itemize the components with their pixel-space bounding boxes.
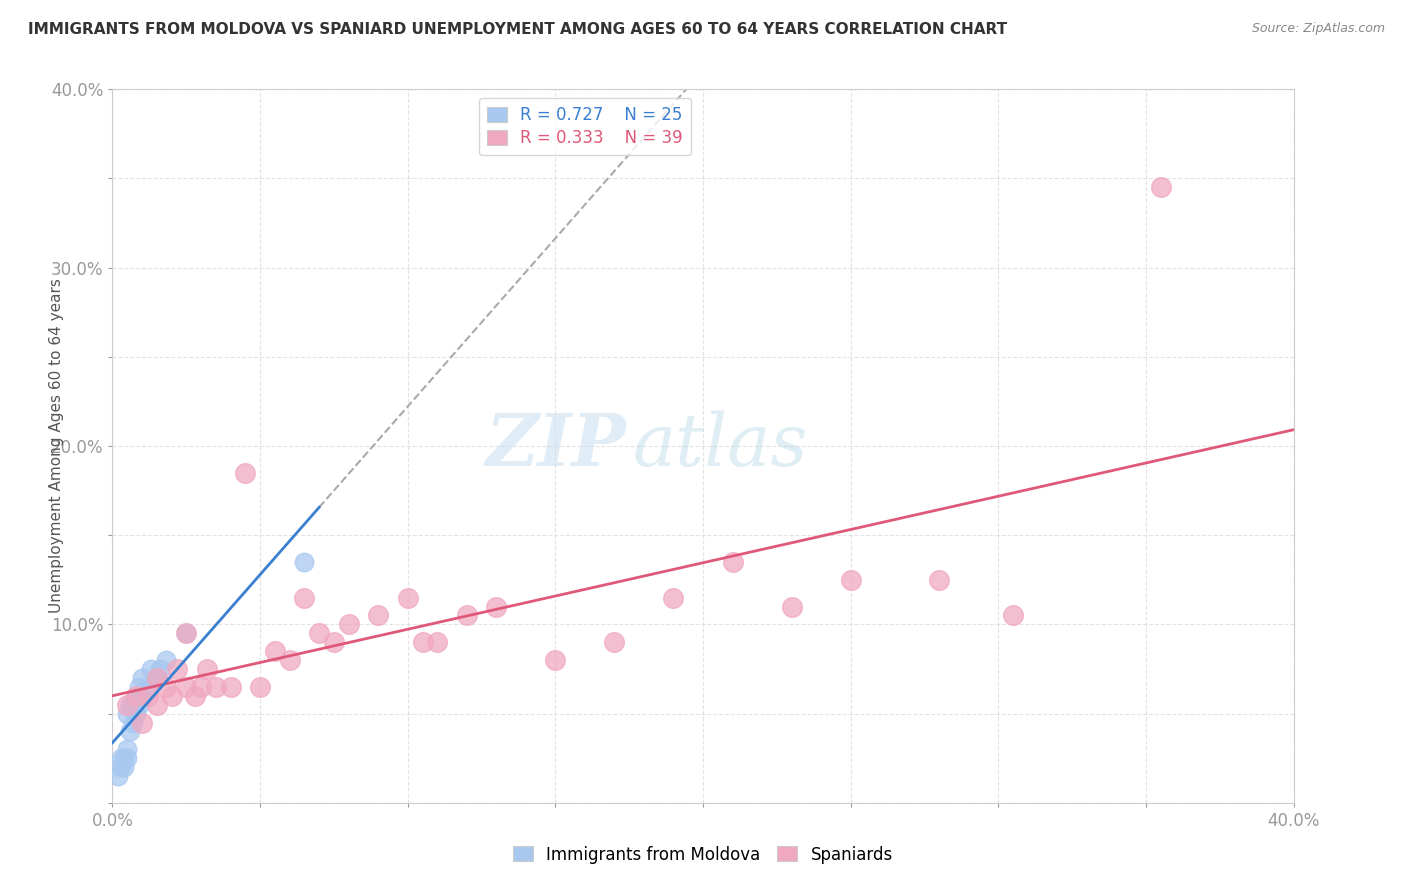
Point <box>219 680 242 694</box>
Point <box>155 680 177 694</box>
Point <box>367 608 389 623</box>
Point <box>120 724 142 739</box>
Point <box>125 689 148 703</box>
Point <box>411 635 433 649</box>
Point <box>721 555 744 569</box>
Point <box>166 662 188 676</box>
Point <box>131 689 153 703</box>
Point <box>131 671 153 685</box>
Point <box>249 680 271 694</box>
Point <box>278 653 301 667</box>
Point <box>128 680 150 694</box>
Point <box>323 635 346 649</box>
Text: IMMIGRANTS FROM MOLDOVA VS SPANIARD UNEMPLOYMENT AMONG AGES 60 TO 64 YEARS CORRE: IMMIGRANTS FROM MOLDOVA VS SPANIARD UNEM… <box>28 22 1007 37</box>
Point <box>195 662 218 676</box>
Point <box>292 591 315 605</box>
Point <box>149 662 172 676</box>
Point <box>136 680 159 694</box>
Legend: Immigrants from Moldova, Spaniards: Immigrants from Moldova, Spaniards <box>506 839 900 871</box>
Point <box>146 698 169 712</box>
Point <box>839 573 862 587</box>
Point <box>264 644 287 658</box>
Legend: R = 0.727    N = 25, R = 0.333    N = 39: R = 0.727 N = 25, R = 0.333 N = 39 <box>478 97 692 155</box>
Point <box>603 635 626 649</box>
Point <box>125 706 148 721</box>
Point <box>337 617 360 632</box>
Point <box>139 662 162 676</box>
Point <box>1150 180 1173 194</box>
Point <box>146 671 169 685</box>
Text: atlas: atlas <box>633 410 807 482</box>
Point <box>174 626 197 640</box>
Point <box>112 760 135 774</box>
Point <box>125 689 148 703</box>
Text: Unemployment Among Ages 60 to 64 years: Unemployment Among Ages 60 to 64 years <box>49 278 63 614</box>
Point <box>117 706 138 721</box>
Point <box>112 751 135 765</box>
Point <box>233 466 256 480</box>
Point <box>780 599 803 614</box>
Point <box>174 626 197 640</box>
Point <box>396 591 419 605</box>
Point <box>120 698 142 712</box>
Point <box>292 555 315 569</box>
Point <box>117 751 138 765</box>
Point <box>122 715 145 730</box>
Point <box>544 653 567 667</box>
Point <box>662 591 685 605</box>
Point <box>117 698 138 712</box>
Point <box>131 715 153 730</box>
Point <box>174 680 197 694</box>
Point <box>205 680 228 694</box>
Text: Source: ZipAtlas.com: Source: ZipAtlas.com <box>1251 22 1385 36</box>
Point <box>928 573 950 587</box>
Point <box>155 653 177 667</box>
Point <box>110 760 132 774</box>
Point <box>308 626 330 640</box>
Point <box>128 698 150 712</box>
Point <box>117 742 138 756</box>
Point <box>110 751 132 765</box>
Point <box>146 671 169 685</box>
Point <box>485 599 508 614</box>
Text: ZIP: ZIP <box>485 410 626 482</box>
Point <box>426 635 449 649</box>
Point <box>184 689 207 703</box>
Point <box>190 680 212 694</box>
Point <box>160 689 183 703</box>
Point <box>456 608 478 623</box>
Point <box>122 698 145 712</box>
Point <box>1001 608 1024 623</box>
Point <box>136 689 159 703</box>
Point <box>107 769 129 783</box>
